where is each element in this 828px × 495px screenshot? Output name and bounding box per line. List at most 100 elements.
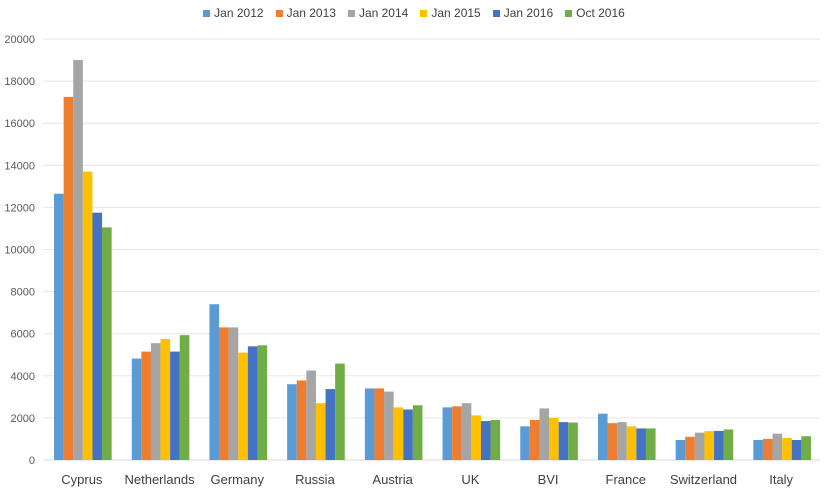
category-label: UK <box>461 472 479 487</box>
bar <box>315 403 326 460</box>
y-tick-label: 10000 <box>4 245 35 257</box>
legend-item: Oct 2016 <box>565 6 625 20</box>
bar <box>393 407 404 460</box>
legend-label: Oct 2016 <box>576 6 625 20</box>
bar <box>558 422 569 460</box>
bar <box>325 389 336 460</box>
bar <box>791 440 802 460</box>
bar <box>228 327 239 460</box>
legend-item: Jan 2016 <box>492 6 554 20</box>
bar <box>461 403 472 460</box>
bar <box>257 345 268 460</box>
bar <box>714 430 724 460</box>
bar <box>442 407 453 460</box>
bar <box>607 423 618 460</box>
category-label: Italy <box>769 472 793 487</box>
bar <box>403 409 413 460</box>
bar <box>626 426 637 460</box>
bar <box>801 436 811 460</box>
legend-swatch <box>203 9 211 17</box>
legend-swatch <box>275 9 283 17</box>
y-tick-label: 6000 <box>11 329 35 341</box>
legend-item: Jan 2013 <box>275 6 336 20</box>
legend-label: Jan 2012 <box>214 6 264 20</box>
bar <box>82 171 93 461</box>
bar <box>384 391 394 460</box>
category-label: Cyprus <box>61 472 103 487</box>
bar <box>452 406 462 460</box>
bar <box>471 415 481 460</box>
bar <box>520 426 530 460</box>
bar <box>170 351 180 460</box>
bar <box>54 193 64 460</box>
bar <box>364 388 375 460</box>
category-label: Austria <box>372 472 413 487</box>
category-label: Russia <box>295 472 336 487</box>
bar <box>160 338 171 460</box>
bar <box>179 335 190 460</box>
bar <box>102 227 112 460</box>
category-label: Netherlands <box>124 472 195 487</box>
bar <box>539 408 550 460</box>
bar <box>636 428 646 460</box>
bar <box>723 429 734 460</box>
bar <box>772 433 783 460</box>
y-tick-label: 16000 <box>4 118 35 130</box>
y-tick-label: 8000 <box>11 287 35 299</box>
y-tick-label: 2000 <box>11 413 35 425</box>
category-label: Germany <box>211 472 265 487</box>
bar <box>412 405 423 460</box>
legend-swatch <box>492 9 500 17</box>
bar <box>753 440 763 460</box>
legend-label: Jan 2014 <box>358 6 409 20</box>
legend-label: Jan 2013 <box>286 6 336 20</box>
bar <box>568 422 578 460</box>
bar <box>685 436 695 460</box>
y-tick-label: 12000 <box>4 202 35 214</box>
bar <box>209 304 220 460</box>
category-label: Switzerland <box>670 472 737 487</box>
legend: Jan 2012 Jan 2013 Jan 2014 Jan 2015 Jan 2016… <box>0 4 828 22</box>
legend-item: Jan 2014 <box>347 6 409 20</box>
category-label: BVI <box>538 472 559 487</box>
y-tick-label: 18000 <box>4 76 35 88</box>
bar <box>645 428 656 460</box>
bar <box>150 343 161 460</box>
legend-label: Jan 2016 <box>503 6 554 20</box>
bar <box>374 388 385 460</box>
bar <box>490 420 501 460</box>
bar <box>296 380 307 460</box>
bar <box>73 60 83 461</box>
legend-swatch <box>420 9 428 17</box>
legend-item: Jan 2012 <box>203 6 264 20</box>
bar <box>131 358 142 460</box>
legend-item: Jan 2015 <box>420 6 481 20</box>
y-tick-label: 0 <box>29 455 35 467</box>
bar <box>529 420 540 460</box>
bar <box>238 352 248 460</box>
bar <box>247 346 258 460</box>
bar <box>617 422 627 460</box>
bar <box>694 432 705 460</box>
legend-label: Jan 2015 <box>431 6 481 20</box>
legend-swatch <box>347 9 355 17</box>
bar <box>782 437 792 460</box>
y-tick-label: 14000 <box>4 160 35 172</box>
bar <box>335 363 345 460</box>
bar <box>63 96 74 460</box>
bar <box>675 440 686 460</box>
bar <box>597 413 608 460</box>
y-tick-label: 20000 <box>4 34 35 46</box>
legend-swatch <box>565 9 573 17</box>
bar <box>306 370 316 460</box>
bar <box>549 417 559 460</box>
bar <box>219 327 229 460</box>
bar <box>704 431 715 460</box>
bar <box>480 421 491 460</box>
bar <box>287 384 297 460</box>
bar <box>92 212 103 460</box>
y-tick-label: 4000 <box>11 371 35 383</box>
bar <box>141 351 151 460</box>
